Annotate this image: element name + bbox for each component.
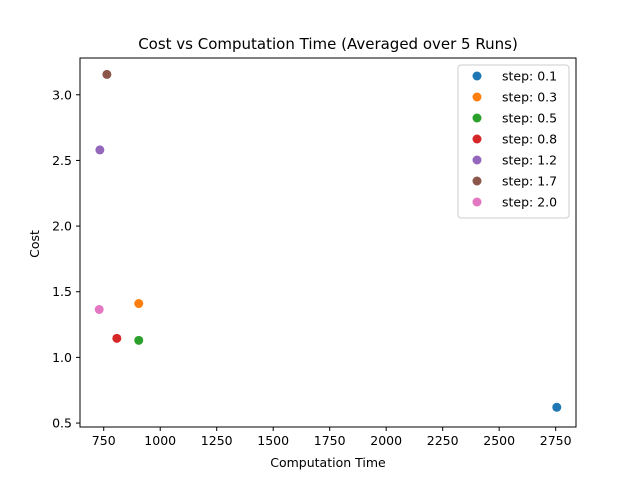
legend-marker [472,134,482,144]
legend-marker [472,176,482,186]
x-tick-label: 2250 [427,433,459,448]
legend-marker [472,113,482,123]
y-tick-label: 0.5 [52,416,72,431]
legend-label: step: 0.8 [502,132,557,147]
x-tick-label: 1500 [257,433,289,448]
legend-marker [472,92,482,102]
x-axis-ticks: 750 1000 1250 1500 1750 2000 2250 2500 2750 [92,427,572,448]
data-point [112,333,122,343]
legend-label: step: 1.2 [502,153,557,168]
x-tick-label: 1250 [201,433,233,448]
y-axis-ticks: 0.5 1.0 1.5 2.0 2.5 3.0 [52,87,80,431]
legend-marker [472,71,482,81]
data-point [102,69,112,79]
legend-label: step: 2.0 [502,195,557,210]
legend-label: step: 0.1 [502,69,557,84]
legend-label: step: 1.7 [502,174,557,189]
y-axis-title: Cost [27,230,42,258]
plot-area-frame [79,57,577,428]
x-tick-label: 1000 [144,433,176,448]
x-axis-title: Computation Time [270,455,386,470]
data-point [552,402,562,412]
x-tick-label: 2000 [370,433,402,448]
y-tick-label: 1.5 [52,284,72,299]
data-point [134,335,144,345]
y-tick-label: 3.0 [52,87,72,102]
legend-label: step: 0.5 [502,111,557,126]
data-point [94,304,104,314]
x-tick-label: 2500 [483,433,515,448]
data-points [94,69,562,412]
x-tick-label: 2750 [540,433,572,448]
data-point [95,145,105,155]
legend-marker [472,155,482,165]
chart-title: Cost vs Computation Time (Averaged over … [138,35,518,53]
legend-box [457,64,570,219]
x-tick-label: 750 [92,433,116,448]
y-tick-label: 1.0 [52,350,72,365]
x-tick-label: 1750 [314,433,346,448]
y-tick-label: 2.0 [52,219,72,234]
legend: step: 0.1 step: 0.3 step: 0.5 step: 0.8 step… [457,64,570,219]
y-tick-label: 2.5 [52,153,72,168]
legend-marker [472,197,482,207]
legend-label: step: 0.3 [502,90,557,105]
data-point [134,299,144,309]
